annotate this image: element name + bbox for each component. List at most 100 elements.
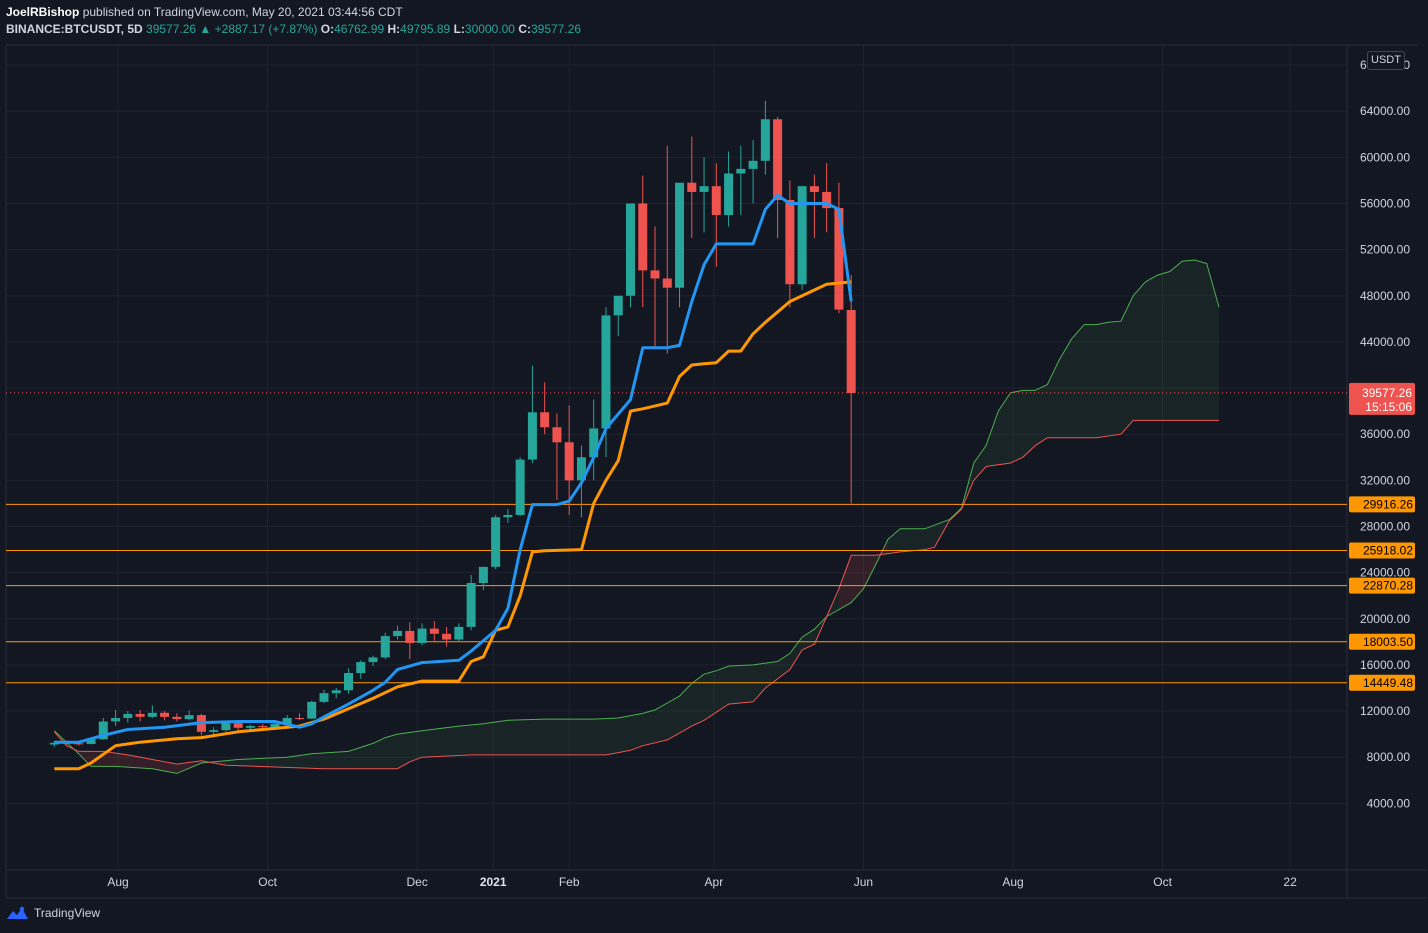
level-price-tag[interactable] bbox=[1349, 496, 1415, 513]
candle-up[interactable] bbox=[466, 574, 476, 631]
candle-up[interactable] bbox=[49, 741, 59, 747]
cloud-bullish bbox=[888, 260, 1219, 554]
candle-body bbox=[662, 278, 672, 288]
candle-down[interactable] bbox=[196, 713, 206, 736]
candle-up[interactable] bbox=[380, 632, 390, 660]
candle-body bbox=[221, 723, 231, 731]
candle-up[interactable] bbox=[454, 623, 464, 642]
candle-down[interactable] bbox=[540, 382, 550, 435]
senkou-span-a-line bbox=[53, 259, 1220, 774]
candle-up[interactable] bbox=[527, 365, 537, 464]
candle-up[interactable] bbox=[331, 687, 341, 699]
tradingview-logo-icon[interactable] bbox=[6, 905, 30, 921]
x-tick-label: Feb bbox=[559, 875, 580, 889]
candle-down[interactable] bbox=[564, 405, 574, 515]
candle-down[interactable] bbox=[809, 174, 819, 239]
x-tick-label: Aug bbox=[107, 875, 128, 889]
candle-up[interactable] bbox=[368, 655, 378, 667]
candle-up[interactable] bbox=[147, 705, 157, 718]
candle-body bbox=[405, 630, 415, 644]
candle-body bbox=[589, 428, 599, 458]
candle-up[interactable] bbox=[625, 203, 635, 308]
candle-up[interactable] bbox=[675, 182, 685, 308]
candle-down[interactable] bbox=[711, 163, 721, 267]
candle-up[interactable] bbox=[209, 727, 219, 735]
candle-up[interactable] bbox=[344, 668, 354, 694]
candle-down[interactable] bbox=[650, 226, 660, 348]
horizontal-levels[interactable] bbox=[6, 392, 1347, 684]
candle-up[interactable] bbox=[613, 295, 623, 337]
candle-up[interactable] bbox=[356, 660, 366, 679]
candle-up[interactable] bbox=[111, 709, 121, 727]
candle-body bbox=[491, 517, 501, 567]
candle-body bbox=[515, 459, 525, 515]
y-tick-label: 36000.00 bbox=[1360, 427, 1410, 441]
candle-body bbox=[184, 715, 194, 720]
candle-body bbox=[736, 168, 746, 174]
author-name[interactable]: JoelRBishop bbox=[6, 5, 80, 19]
candle-up[interactable] bbox=[393, 625, 403, 640]
candle-body bbox=[699, 186, 709, 192]
candle-up[interactable] bbox=[184, 710, 194, 721]
candle-body bbox=[86, 739, 96, 744]
candle-up[interactable] bbox=[589, 399, 599, 481]
candle-down[interactable] bbox=[429, 621, 439, 641]
candle-up[interactable] bbox=[478, 566, 488, 590]
senkou-span-b-line bbox=[53, 419, 1219, 770]
candle-down[interactable] bbox=[160, 711, 170, 721]
candle-down[interactable] bbox=[552, 413, 562, 500]
candle-down[interactable] bbox=[773, 116, 783, 239]
candle-up[interactable] bbox=[699, 157, 709, 233]
x-tick-label: Apr bbox=[705, 875, 724, 889]
candle-up[interactable] bbox=[748, 140, 758, 204]
candle-down[interactable] bbox=[846, 275, 856, 504]
candle-down[interactable] bbox=[294, 713, 304, 721]
candle-up[interactable] bbox=[724, 151, 734, 227]
candle-body bbox=[344, 672, 354, 691]
candle-body bbox=[417, 628, 427, 644]
candle-up[interactable] bbox=[319, 689, 329, 703]
candle-up[interactable] bbox=[736, 145, 746, 216]
candles[interactable] bbox=[49, 100, 856, 747]
level-price-tag[interactable] bbox=[1349, 633, 1415, 650]
candle-down[interactable] bbox=[638, 175, 648, 308]
candle-down[interactable] bbox=[822, 163, 832, 233]
candle-up[interactable] bbox=[797, 186, 807, 291]
x-tick-label: Oct bbox=[258, 875, 277, 889]
candle-body bbox=[625, 203, 635, 296]
tradingview-brand[interactable]: TradingView bbox=[34, 906, 101, 920]
current-price-tag[interactable] bbox=[1349, 382, 1415, 415]
candle-down[interactable] bbox=[442, 626, 452, 647]
close-label: C: bbox=[518, 22, 531, 36]
candle-down[interactable] bbox=[172, 713, 182, 722]
candle-body bbox=[809, 186, 819, 192]
candle-down[interactable] bbox=[258, 723, 268, 729]
candle-down[interactable] bbox=[405, 622, 415, 660]
candle-body bbox=[724, 173, 734, 216]
candle-up[interactable] bbox=[417, 623, 427, 646]
candle-body bbox=[576, 457, 586, 481]
candle-up[interactable] bbox=[760, 100, 770, 175]
candle-body bbox=[822, 191, 832, 209]
level-price-tag[interactable] bbox=[1349, 542, 1415, 559]
candle-up[interactable] bbox=[307, 700, 317, 720]
candle-down[interactable] bbox=[662, 145, 672, 354]
candle-down[interactable] bbox=[687, 136, 697, 239]
candle-body bbox=[564, 442, 574, 481]
candle-up[interactable] bbox=[491, 514, 501, 570]
candle-up[interactable] bbox=[503, 509, 513, 524]
candle-up[interactable] bbox=[123, 711, 133, 723]
candle-down[interactable] bbox=[135, 709, 145, 722]
candle-down[interactable] bbox=[785, 180, 795, 308]
x-tick-label: Oct bbox=[1153, 875, 1172, 889]
symbol-name[interactable]: BINANCE:BTCUSDT, 5D bbox=[6, 22, 143, 36]
level-price-tag[interactable] bbox=[1349, 674, 1415, 691]
level-price-tag[interactable] bbox=[1349, 577, 1415, 594]
candle-body bbox=[233, 723, 243, 728]
candle-body bbox=[356, 662, 366, 673]
candle-up[interactable] bbox=[515, 457, 525, 517]
candle-down[interactable] bbox=[834, 182, 844, 314]
candle-down[interactable] bbox=[233, 722, 243, 731]
currency-button[interactable]: USDT bbox=[1367, 51, 1405, 70]
